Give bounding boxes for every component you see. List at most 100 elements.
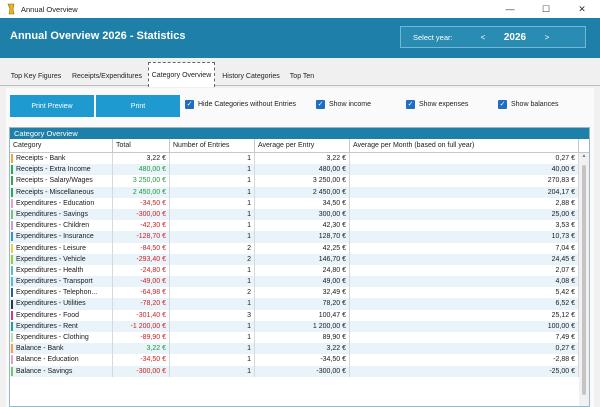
tab-top-key-figures[interactable]: Top Key Figures bbox=[10, 72, 62, 80]
select-year-label: Select year: bbox=[413, 32, 453, 42]
checkbox-checked-icon: ✓ bbox=[406, 100, 415, 109]
hide-empty-categories-checkbox[interactable]: ✓ Hide Categories without Entries bbox=[185, 100, 296, 109]
entries-cell: 1 bbox=[170, 231, 255, 243]
window-controls: — ☐ ✕ bbox=[492, 0, 600, 18]
table-row[interactable]: Expenditures - Vehicle -293,40 €2 146,70 €… bbox=[10, 253, 589, 265]
average-entry-cell: 89,90 € bbox=[255, 332, 350, 344]
total-cell: 3,22 € bbox=[113, 343, 170, 355]
grid-title: Category Overview bbox=[10, 128, 589, 139]
average-entry-cell: 34,50 € bbox=[255, 197, 350, 209]
tab-category-overview[interactable]: Category Overview bbox=[148, 62, 215, 87]
table-row[interactable]: Balance - Bank 3,22 €1 3,22 €0,27 € bbox=[10, 343, 589, 355]
window-title: Annual Overview bbox=[21, 4, 78, 14]
average-month-cell: 0,27 € bbox=[350, 153, 579, 165]
total-cell: 3,22 € bbox=[113, 153, 170, 165]
table-row[interactable]: Expenditures - Savings -300,00 €1 300,00 €… bbox=[10, 208, 589, 221]
average-entry-cell: 78,20 € bbox=[255, 298, 350, 310]
minimize-button[interactable]: — bbox=[505, 4, 515, 14]
category-color-swatch bbox=[11, 221, 13, 231]
category-name: Balance - Savings bbox=[16, 367, 73, 375]
average-entry-cell: 49,00 € bbox=[255, 276, 350, 288]
table-row[interactable]: Expenditures - Insurance -128,70 €1 128,70… bbox=[10, 231, 589, 243]
tab-receipts-expenditures[interactable]: Receipts/Expenditures bbox=[71, 72, 143, 80]
show-expenses-checkbox[interactable]: ✓ Show expenses bbox=[406, 100, 468, 109]
category-name: Expenditures - Children bbox=[16, 222, 90, 230]
print-preview-button[interactable]: Print Preview bbox=[10, 95, 94, 117]
category-color-swatch bbox=[11, 154, 13, 164]
total-cell: -293,40 € bbox=[113, 253, 170, 265]
total-cell: -42,30 € bbox=[113, 220, 170, 232]
table-row[interactable]: Receipts - Salary/Wages 3 250,00 €1 3 250,… bbox=[10, 175, 589, 187]
table-row[interactable]: Expenditures - Leisure -84,50 €2 42,25 €7,… bbox=[10, 242, 589, 254]
column-header-entries[interactable]: Number of Entries bbox=[170, 139, 255, 152]
column-header-category[interactable]: Category bbox=[10, 139, 113, 152]
table-row[interactable]: Expenditures - Food -301,40 €3 100,47 €25,… bbox=[10, 309, 589, 321]
table-row[interactable]: Expenditures - Children -42,30 €1 42,30 €3… bbox=[10, 220, 589, 232]
category-name: Expenditures - Education bbox=[16, 199, 95, 207]
table-row[interactable]: Receipts - Extra Income 480,00 €1 480,00 €… bbox=[10, 164, 589, 176]
total-cell: 2 450,00 € bbox=[113, 186, 170, 198]
category-color-swatch bbox=[11, 232, 13, 242]
total-cell: -49,00 € bbox=[113, 276, 170, 288]
average-month-cell: 7,04 € bbox=[350, 242, 579, 254]
close-button[interactable]: ✕ bbox=[578, 3, 586, 14]
next-year-button[interactable]: > bbox=[544, 32, 550, 42]
average-month-cell: 5,42 € bbox=[350, 287, 579, 299]
entries-cell: 1 bbox=[170, 208, 255, 221]
table-row[interactable]: Expenditures - Health -24,80 €1 24,80 €2,0… bbox=[10, 264, 589, 277]
category-color-swatch bbox=[11, 243, 13, 253]
category-color-swatch bbox=[11, 288, 13, 298]
category-cell: Expenditures - Vehicle bbox=[10, 253, 113, 265]
table-row[interactable]: Expenditures - Education -34,50 €1 34,50 €… bbox=[10, 197, 589, 209]
column-header-average-entry[interactable]: Average per Entry bbox=[255, 139, 350, 152]
print-button[interactable]: Print bbox=[96, 95, 180, 117]
column-header-total[interactable]: Total bbox=[113, 139, 170, 152]
category-name: Expenditures - Telephon... bbox=[16, 289, 98, 297]
entries-cell: 1 bbox=[170, 164, 255, 176]
table-row[interactable]: Balance - Savings -300,00 €1 -300,00 € -25,… bbox=[10, 365, 589, 377]
column-header-average-month[interactable]: Average per Month (based on full year) bbox=[350, 139, 579, 152]
category-color-swatch bbox=[11, 176, 13, 186]
category-cell: Expenditures - Utilities bbox=[10, 298, 113, 310]
grid-header-row: Category Total Number of Entries Average… bbox=[10, 139, 589, 153]
entries-cell: 1 bbox=[170, 264, 255, 277]
table-row[interactable]: Expenditures - Rent -1 200,00 €1 1 200,00 … bbox=[10, 320, 589, 332]
category-name: Expenditures - Food bbox=[16, 311, 80, 319]
scroll-up-arrow-icon[interactable]: ▲ bbox=[581, 153, 587, 159]
average-entry-cell: 100,47 € bbox=[255, 309, 350, 321]
previous-year-button[interactable]: < bbox=[480, 32, 486, 42]
category-cell: Expenditures - Insurance bbox=[10, 231, 113, 243]
table-row[interactable]: Expenditures - Utilities -78,20 €1 78,20 €… bbox=[10, 298, 589, 310]
category-name: Expenditures - Transport bbox=[16, 278, 93, 286]
checkbox-checked-icon: ✓ bbox=[498, 100, 507, 109]
total-cell: -84,50 € bbox=[113, 242, 170, 254]
table-row[interactable]: Expenditures - Transport -49,00 €1 49,00 €… bbox=[10, 276, 589, 288]
tab-history-categories[interactable]: History Categories bbox=[222, 72, 280, 80]
scrollbar-thumb[interactable] bbox=[582, 165, 586, 395]
checkbox-checked-icon: ✓ bbox=[185, 100, 194, 109]
average-month-cell: 25,12 € bbox=[350, 309, 579, 321]
average-month-cell: 0,27 € bbox=[350, 343, 579, 355]
average-month-cell: 4,08 € bbox=[350, 276, 579, 288]
maximize-button[interactable]: ☐ bbox=[541, 3, 551, 14]
average-entry-cell: 2 450,00 € bbox=[255, 186, 350, 198]
tab-top-ten[interactable]: Top Ten bbox=[289, 72, 315, 80]
total-cell: -64,98 € bbox=[113, 287, 170, 299]
average-month-cell: 270,83 € bbox=[350, 175, 579, 187]
category-name: Balance - Bank bbox=[16, 345, 64, 353]
show-balances-checkbox[interactable]: ✓ Show balances bbox=[498, 100, 558, 109]
table-row[interactable]: Receipts - Bank 3,22 €1 3,22 €0,27 € bbox=[10, 153, 589, 165]
total-cell: -300,00 € bbox=[113, 208, 170, 221]
table-row[interactable]: Balance - Education -34,50 €1 -34,50 € -2,8… bbox=[10, 354, 589, 366]
vertical-scrollbar[interactable]: ▲ bbox=[579, 153, 589, 406]
average-month-cell: -25,00 € bbox=[350, 365, 579, 377]
table-row[interactable]: Expenditures - Clothing -89,90 €1 89,90 €7… bbox=[10, 332, 589, 344]
tab-bar: Top Key Figures Receipts/Expenditures Ca… bbox=[0, 62, 600, 87]
table-row[interactable]: Expenditures - Telephon... -64,98 €2 32,49… bbox=[10, 287, 589, 299]
show-income-checkbox[interactable]: ✓ Show income bbox=[316, 100, 371, 109]
average-entry-cell: 3,22 € bbox=[255, 343, 350, 355]
table-row[interactable]: Receipts - Miscellaneous 2 450,00 €1 2 450… bbox=[10, 186, 589, 198]
category-name: Expenditures - Vehicle bbox=[16, 255, 86, 263]
category-name: Expenditures - Savings bbox=[16, 210, 88, 218]
category-cell: Expenditures - Savings bbox=[10, 208, 113, 221]
